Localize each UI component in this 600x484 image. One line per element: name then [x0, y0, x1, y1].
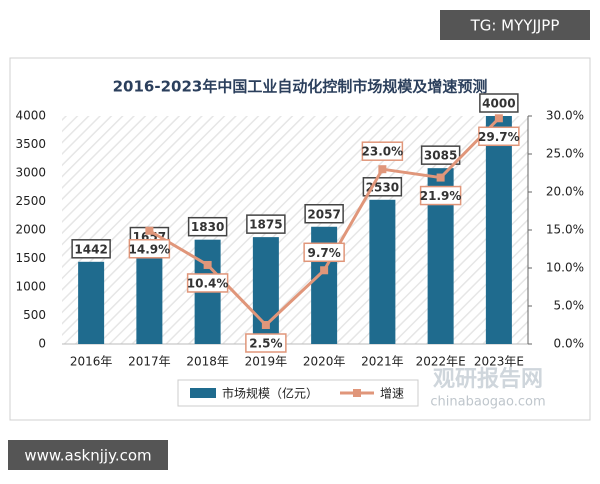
y-tick-label: 500 [23, 308, 46, 322]
x-tick-label: 2023年E [474, 355, 524, 369]
y2-tick-label: 10.0% [546, 261, 584, 275]
data-label-box [478, 126, 520, 147]
y-tick-label: 2500 [15, 194, 46, 208]
data-label-box [420, 145, 461, 165]
x-tick-label: 2019年 [245, 355, 288, 369]
watermark: TG: MYYJJPP [470, 17, 560, 35]
data-label-box [361, 141, 404, 161]
y-tick-label: 2000 [15, 223, 46, 237]
data-label: 2057 [307, 207, 340, 221]
data-label: 1875 [249, 218, 282, 232]
x-tick-label: 2021年 [361, 355, 404, 369]
watermark-box [440, 10, 590, 40]
y-tick-label: 1000 [15, 280, 46, 294]
data-label: 1442 [74, 242, 107, 256]
watermark-brand: 观研报告网 [433, 367, 543, 392]
watermark-box [8, 440, 168, 470]
data-label: 3085 [424, 149, 457, 163]
data-label-box [186, 273, 229, 293]
y2-tick-label: 0.0% [554, 337, 585, 351]
legend-swatch [190, 388, 216, 398]
data-label-box [187, 216, 228, 237]
bar [369, 199, 396, 344]
y-tick-label: 3500 [15, 137, 46, 151]
data-label: 29.7% [478, 130, 520, 144]
data-label-box [419, 185, 462, 206]
data-label: 2.5% [249, 337, 282, 351]
data-label-box [304, 204, 344, 224]
x-tick-label: 2022年E [416, 355, 466, 369]
y2-tick-label: 20.0% [546, 185, 584, 199]
marker [145, 226, 154, 235]
data-label-box [362, 177, 403, 197]
legend-box [177, 379, 419, 407]
y2-tick-label: 30.0% [546, 109, 584, 123]
data-label: 21.9% [420, 189, 462, 203]
legend-label: 增速 [380, 387, 404, 401]
x-tick-label: 2018年 [186, 355, 229, 369]
data-label: 9.7% [307, 246, 340, 260]
x-tick-label: 2020年 [303, 355, 346, 369]
watermark-site: chinabaogao.com [430, 395, 545, 410]
marker [436, 173, 445, 182]
marker [494, 114, 503, 123]
y-tick-label: 1500 [15, 251, 46, 265]
marker [261, 321, 270, 329]
y-tick-label: 3000 [15, 166, 46, 180]
data-label-box [303, 242, 345, 263]
legend-label: 市场规模（亿元） [222, 386, 318, 401]
data-label-box [128, 239, 171, 259]
y2-tick-label: 5.0% [554, 299, 585, 313]
y-tick-label: 4000 [15, 109, 46, 123]
y-tick-label: 0 [38, 337, 46, 351]
legend-swatch [353, 389, 361, 397]
x-tick-label: 2016年 [70, 355, 113, 369]
bar [485, 116, 512, 344]
marker [320, 266, 329, 275]
data-label: 14.9% [129, 242, 171, 256]
data-label: 23.0% [362, 145, 404, 159]
data-label: 1830 [191, 220, 224, 234]
marker [203, 260, 212, 269]
x-tick-label: 2017年 [128, 355, 171, 369]
marker [378, 165, 387, 174]
data-label: 4000 [482, 97, 515, 111]
y2-tick-label: 15.0% [546, 223, 584, 237]
chart-title: 2016-2023年中国工业自动化控制市场规模及增速预测 [113, 78, 488, 96]
data-label-box [245, 333, 287, 353]
data-label-box [479, 93, 519, 113]
bar [136, 249, 163, 344]
bar [78, 261, 105, 344]
y2-tick-label: 25.0% [546, 147, 584, 161]
watermark: www.asknjjy.com [24, 447, 151, 465]
data-label-box [246, 214, 286, 234]
data-label: 10.4% [187, 276, 229, 290]
data-label-box [71, 239, 111, 259]
